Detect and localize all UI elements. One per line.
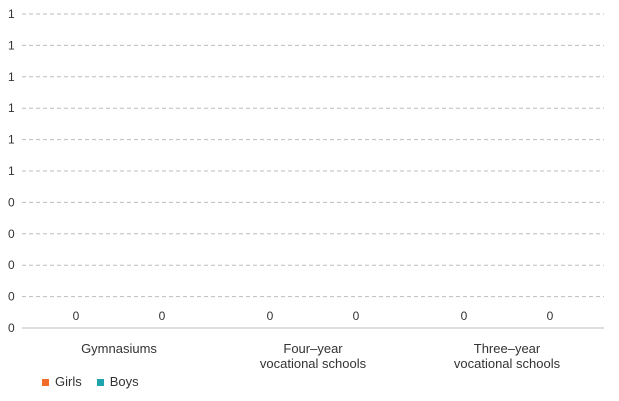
- data-label: 0: [267, 309, 274, 323]
- y-tick-label: 1: [8, 7, 15, 21]
- data-label: 0: [461, 309, 468, 323]
- x-tick-label: Three–year: [474, 341, 541, 356]
- y-tick-label: 1: [8, 38, 15, 52]
- x-tick-label: vocational schools: [454, 356, 561, 371]
- x-tick-label: Gymnasiums: [81, 341, 157, 356]
- x-tick-label: vocational schools: [260, 356, 367, 371]
- y-tick-label: 0: [8, 227, 15, 241]
- y-tick-label: 0: [8, 258, 15, 272]
- y-tick-label: 0: [8, 290, 15, 304]
- y-tick-label: 0: [8, 195, 15, 209]
- y-tick-label: 1: [8, 101, 15, 115]
- legend: Girls Boys: [42, 374, 139, 390]
- legend-item-girls[interactable]: Girls: [42, 374, 82, 390]
- y-tick-label: 1: [8, 70, 15, 84]
- x-tick-label: Four–year: [283, 341, 343, 356]
- data-label: 0: [73, 309, 80, 323]
- legend-label-girls: Girls: [55, 374, 82, 389]
- y-tick-label: 0: [8, 321, 15, 335]
- y-tick-label: 1: [8, 133, 15, 147]
- data-label: 0: [353, 309, 360, 323]
- data-label: 0: [547, 309, 554, 323]
- legend-swatch-boys: [96, 378, 104, 386]
- legend-label-boys: Boys: [109, 374, 139, 389]
- data-label: 0: [159, 309, 166, 323]
- legend-swatch-girls: [42, 378, 49, 386]
- legend-item-boys[interactable]: Boys: [96, 374, 139, 390]
- y-tick-label: 1: [8, 164, 15, 178]
